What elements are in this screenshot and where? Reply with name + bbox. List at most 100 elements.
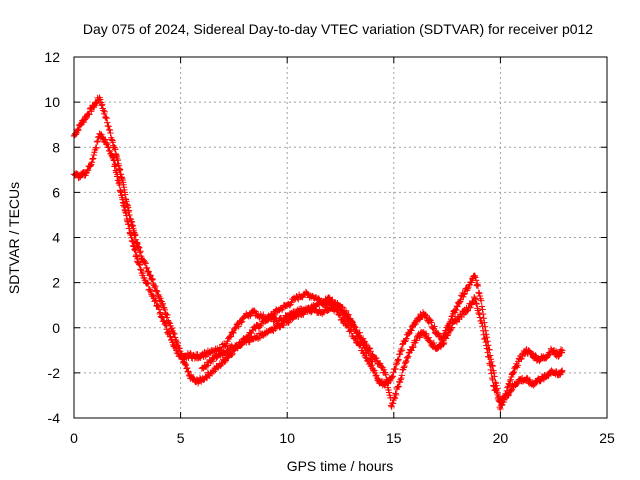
data-point-upper-trace	[108, 136, 115, 143]
data-point-lower-trace	[480, 331, 487, 338]
data-point-upper-trace	[105, 123, 112, 130]
data-point-lower-trace	[342, 307, 350, 315]
data-point-lower-trace	[376, 360, 384, 367]
data-point-middle-trace	[339, 308, 346, 315]
data-point-lower-trace	[154, 302, 161, 310]
data-point-upper-trace	[142, 260, 149, 267]
data-point-lower-trace	[157, 309, 164, 316]
data-point-lower-trace	[483, 345, 491, 352]
data-point-upper-trace	[146, 272, 154, 279]
data-point-lower-trace	[483, 342, 490, 349]
data-point-middle-trace	[353, 329, 361, 336]
data-point-upper-trace	[149, 275, 156, 283]
data-point-lower-trace	[389, 400, 397, 407]
data-point-lower-trace	[89, 155, 96, 163]
data-point-upper-trace	[506, 377, 514, 385]
data-point-lower-trace	[479, 323, 486, 330]
data-point-upper-trace	[184, 364, 191, 372]
data-point-lower-trace	[136, 261, 144, 269]
data-point-lower-trace	[408, 347, 415, 354]
data-point-lower-trace	[440, 341, 447, 348]
data-point-lower-trace	[490, 382, 497, 389]
data-point-lower-trace	[153, 301, 161, 309]
x-tick-label: 20	[493, 430, 509, 446]
data-point-upper-trace	[405, 330, 413, 338]
data-point-lower-trace	[398, 372, 406, 379]
data-point-upper-trace	[157, 295, 164, 302]
data-point-lower-trace	[171, 342, 179, 349]
data-point-upper-trace	[388, 374, 395, 381]
data-point-lower-trace	[87, 162, 94, 169]
data-point-upper-trace	[183, 365, 190, 372]
data-point-lower-trace	[227, 333, 235, 340]
data-point-lower-trace	[93, 144, 100, 152]
data-point-upper-trace	[518, 355, 525, 363]
data-point-lower-trace	[158, 314, 165, 321]
data-point-lower-trace	[89, 155, 97, 162]
data-point-lower-trace	[235, 323, 242, 330]
data-point-lower-trace	[155, 306, 163, 313]
data-point-upper-trace	[474, 281, 481, 288]
data-point-lower-trace	[401, 362, 408, 370]
data-point-upper-trace	[182, 361, 189, 368]
data-point-upper-trace	[136, 249, 144, 256]
data-point-upper-trace	[152, 283, 159, 290]
data-point-upper-trace	[479, 306, 486, 313]
data-point-upper-trace	[428, 319, 435, 326]
data-point-upper-trace	[145, 268, 153, 276]
data-point-lower-trace	[400, 364, 408, 371]
data-point-lower-trace	[404, 354, 411, 362]
data-point-upper-trace	[106, 126, 114, 134]
data-point-upper-trace	[431, 323, 438, 330]
data-point-middle-trace	[204, 362, 212, 369]
data-point-upper-trace	[98, 101, 106, 108]
data-point-lower-trace	[472, 299, 480, 307]
data-point-lower-trace	[472, 296, 479, 303]
data-point-lower-trace	[144, 280, 152, 288]
data-point-lower-trace	[409, 344, 416, 351]
data-point-upper-trace	[187, 371, 195, 379]
data-point-lower-trace	[488, 370, 495, 377]
data-point-upper-trace	[460, 291, 468, 298]
data-point-lower-trace	[237, 319, 245, 326]
data-point-upper-trace	[390, 369, 397, 376]
data-point-lower-trace	[94, 137, 101, 145]
data-point-middle-trace	[355, 332, 363, 340]
data-point-upper-trace	[468, 279, 475, 286]
data-point-middle-trace	[284, 319, 292, 326]
data-point-lower-trace	[490, 383, 498, 390]
data-point-upper-trace	[542, 355, 550, 362]
data-point-upper-trace	[171, 330, 178, 338]
y-tick-label: 10	[44, 94, 60, 110]
data-point-upper-trace	[478, 303, 486, 310]
chart-title: Day 075 of 2024, Sidereal Day-to-day VTE…	[83, 21, 593, 37]
data-point-lower-trace	[394, 384, 401, 391]
data-point-lower-trace	[476, 311, 483, 318]
data-point-lower-trace	[494, 389, 501, 396]
x-tick-label: 10	[279, 430, 295, 446]
data-points	[70, 94, 566, 413]
data-point-upper-trace	[475, 289, 482, 296]
data-point-upper-trace	[75, 126, 82, 134]
data-point-upper-trace	[97, 96, 104, 103]
data-point-upper-trace	[471, 272, 479, 280]
x-tick-labels: 0 5 10 15 20 25	[70, 430, 615, 446]
data-point-lower-trace	[173, 347, 180, 354]
data-point-lower-trace	[482, 338, 489, 346]
data-point-upper-trace	[474, 282, 482, 290]
data-point-upper-trace	[173, 338, 180, 345]
data-point-lower-trace	[397, 376, 404, 383]
data-point-lower-trace	[105, 144, 112, 151]
data-point-lower-trace	[402, 358, 409, 366]
data-point-upper-trace	[478, 297, 485, 304]
data-point-lower-trace	[388, 403, 395, 410]
data-point-upper-trace	[81, 116, 89, 123]
x-tick-label: 25	[599, 430, 615, 446]
y-tick-label: 0	[52, 320, 60, 336]
data-point-upper-trace	[74, 125, 82, 133]
data-point-lower-trace	[481, 335, 488, 343]
data-point-lower-trace	[168, 336, 176, 343]
data-point-lower-trace	[481, 335, 489, 342]
data-point-upper-trace	[153, 287, 160, 294]
data-point-lower-trace	[425, 334, 432, 341]
